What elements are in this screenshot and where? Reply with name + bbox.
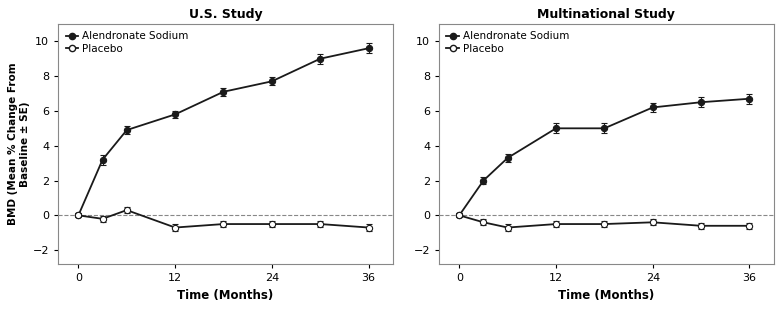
- Legend: Alendronate Sodium, Placebo: Alendronate Sodium, Placebo: [63, 29, 191, 56]
- Legend: Alendronate Sodium, Placebo: Alendronate Sodium, Placebo: [444, 29, 572, 56]
- X-axis label: Time (Months): Time (Months): [558, 289, 655, 302]
- X-axis label: Time (Months): Time (Months): [178, 289, 274, 302]
- Y-axis label: BMD (Mean % Change From
Baseline ± SE): BMD (Mean % Change From Baseline ± SE): [9, 63, 30, 225]
- Title: U.S. Study: U.S. Study: [188, 8, 262, 21]
- Title: Multinational Study: Multinational Study: [537, 8, 676, 21]
